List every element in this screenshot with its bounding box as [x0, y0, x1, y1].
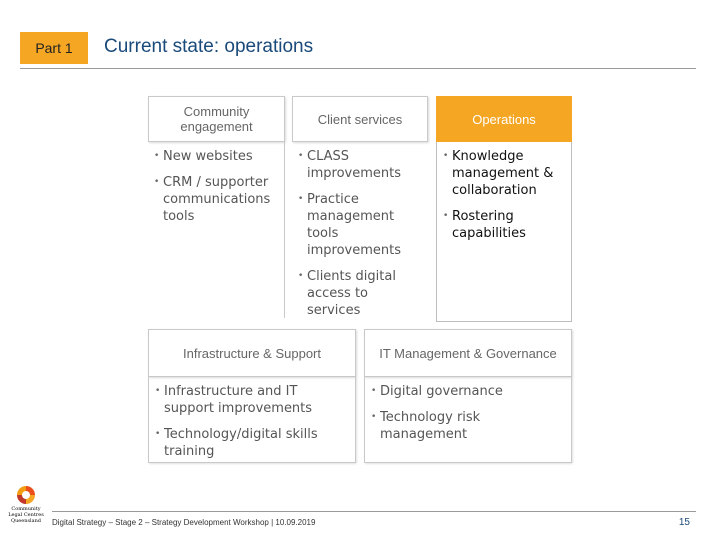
box-it-management-governance: IT Management & Governance Digital gover…	[364, 329, 572, 463]
logo-ring-icon	[17, 486, 35, 504]
footer-divider	[52, 511, 696, 512]
column-heading: Community engagement	[148, 96, 285, 142]
box-body: Infrastructure and IT support improvemen…	[148, 377, 356, 463]
column-heading: Operations	[436, 96, 572, 142]
column-body: New websites CRM / supporter communicati…	[148, 142, 285, 318]
title-divider	[20, 68, 696, 69]
column-heading: Client services	[292, 96, 428, 142]
box-infrastructure-support: Infrastructure & Support Infrastructure …	[148, 329, 356, 463]
column-client-services: Client services CLASS improvements Pract…	[292, 96, 428, 332]
box-heading: Infrastructure & Support	[148, 329, 356, 377]
footer-text: Digital Strategy – Stage 2 – Strategy De…	[52, 518, 316, 527]
list-item: Digital governance	[371, 383, 567, 400]
column-heading-text: Operations	[472, 111, 536, 127]
list-item: Technology/digital skills training	[155, 426, 351, 460]
list-item: Rostering capabilities	[443, 208, 567, 242]
column-heading-text: Client services	[317, 111, 403, 127]
box-heading-text: Infrastructure & Support	[182, 345, 321, 361]
list-item: New websites	[154, 148, 280, 165]
box-heading-text: IT Management & Governance	[379, 345, 557, 361]
logo-text: Community Legal Centres Queensland	[8, 506, 44, 524]
list-item: CRM / supporter communications tools	[154, 174, 280, 225]
column-community-engagement: Community engagement New websites CRM / …	[148, 96, 285, 318]
list-item: Practice management tools improvements	[298, 191, 424, 259]
box-heading: IT Management & Governance	[364, 329, 572, 377]
list-item: Knowledge management & collaboration	[443, 148, 567, 199]
list-item: Clients digital access to services	[298, 268, 424, 319]
column-body: CLASS improvements Practice management t…	[292, 142, 428, 332]
column-operations: Operations Knowledge management & collab…	[436, 96, 572, 322]
list-item: Technology risk management	[371, 409, 567, 443]
part-badge: Part 1	[20, 32, 88, 64]
column-body: Knowledge management & collaboration Ros…	[436, 142, 572, 322]
column-heading-text: Community engagement	[180, 104, 253, 134]
box-body: Digital governance Technology risk manag…	[364, 377, 572, 463]
page-title: Current state: operations	[104, 36, 314, 57]
list-item: Infrastructure and IT support improvemen…	[155, 383, 351, 417]
page-number: 15	[678, 517, 690, 528]
list-item: CLASS improvements	[298, 148, 424, 182]
organisation-logo: Community Legal Centres Queensland	[6, 486, 46, 536]
